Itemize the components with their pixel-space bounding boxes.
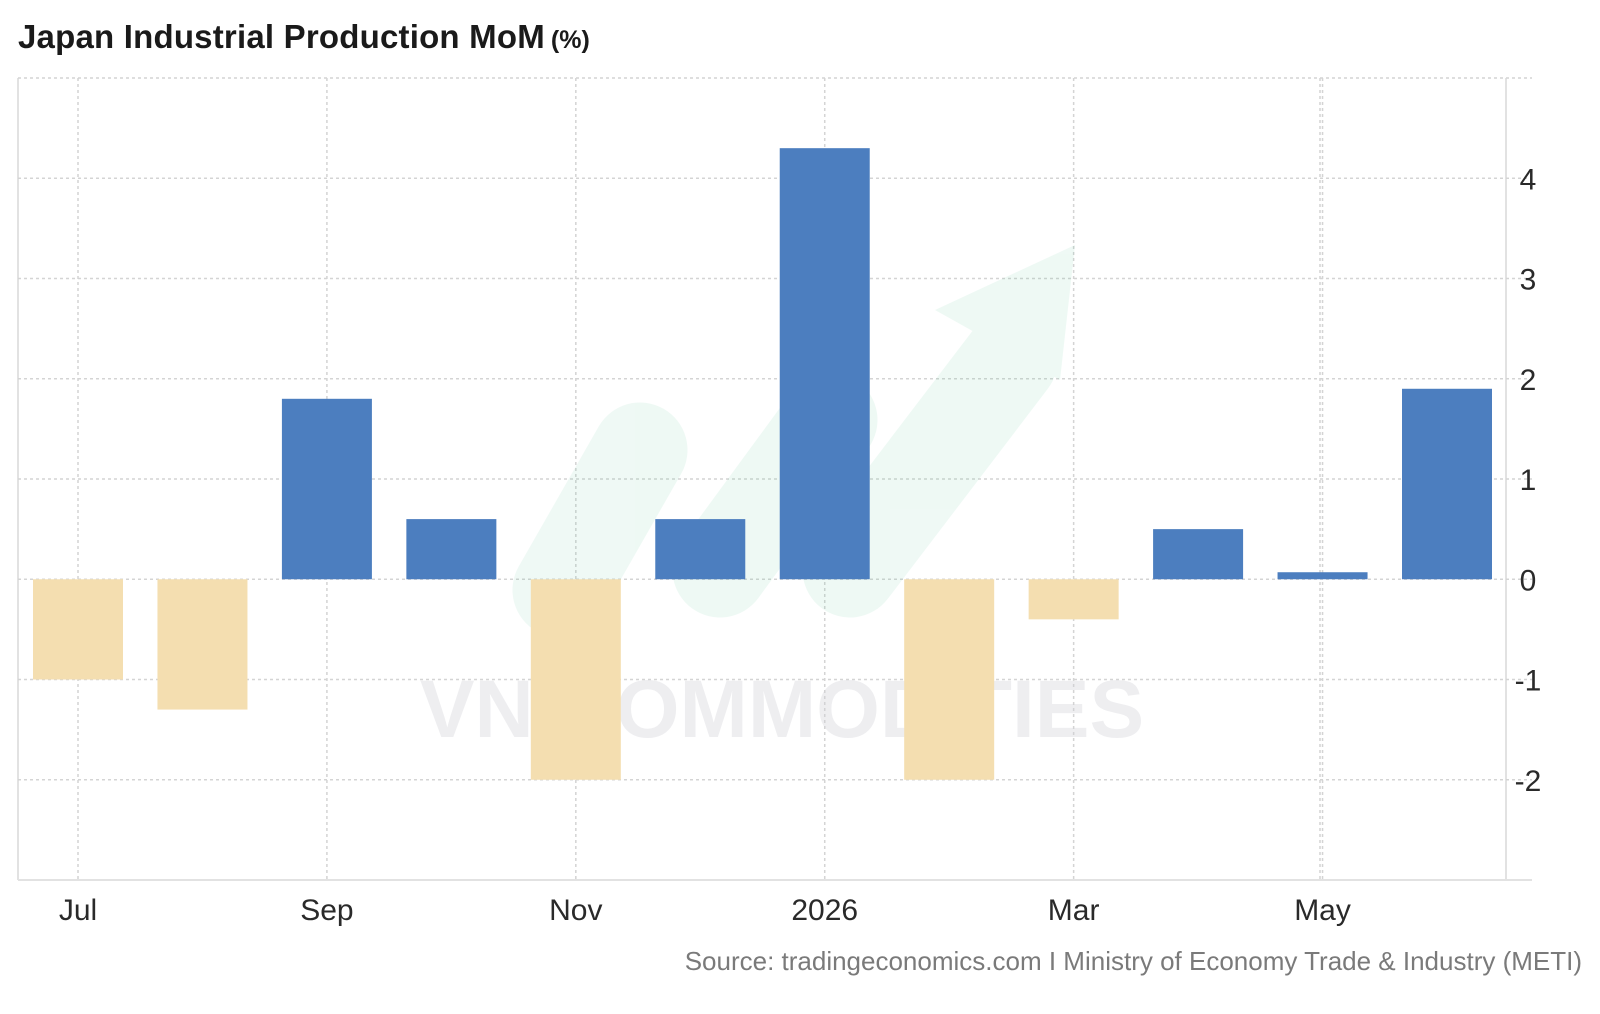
bar: [655, 519, 746, 580]
y-tick-label: -1: [1515, 665, 1542, 698]
x-tick-label: Sep: [300, 894, 353, 927]
watermark-arrow-shape: [512, 402, 688, 638]
bar: [281, 398, 372, 580]
bar: [1153, 529, 1244, 580]
bar: [904, 579, 995, 780]
bar: [1402, 388, 1492, 580]
bar: [406, 519, 497, 580]
x-tick-label: 2026: [791, 894, 858, 927]
y-tick-label: 1: [1520, 464, 1537, 497]
y-tick-label: -2: [1515, 765, 1542, 798]
watermark-arrow-shape: [802, 312, 1058, 618]
bar: [157, 579, 248, 710]
bar: [530, 579, 621, 780]
chart-title: Japan Industrial Production MoM: [18, 18, 545, 55]
watermark-text: VN COMMODITIES: [420, 664, 1144, 755]
watermark-arrow-head: [935, 245, 1075, 380]
y-tick-label: 3: [1520, 264, 1537, 297]
x-tick-label: May: [1294, 894, 1351, 927]
chart-source: Source: tradingeconomics.com I Ministry …: [684, 946, 1582, 976]
x-tick-label: Jul: [59, 894, 97, 927]
y-tick-label: 0: [1520, 564, 1537, 597]
x-tick-label: Nov: [549, 894, 602, 927]
chart-unit: (%): [550, 26, 590, 54]
y-tick-label: 2: [1520, 364, 1537, 397]
y-tick-label: 4: [1520, 163, 1537, 196]
chart-title-group: Japan Industrial Production MoM (%): [18, 18, 590, 56]
x-tick-label: Mar: [1048, 894, 1100, 927]
bar: [1277, 572, 1368, 580]
bar: [1028, 579, 1119, 620]
bar: [779, 148, 870, 580]
bar: [33, 579, 123, 680]
